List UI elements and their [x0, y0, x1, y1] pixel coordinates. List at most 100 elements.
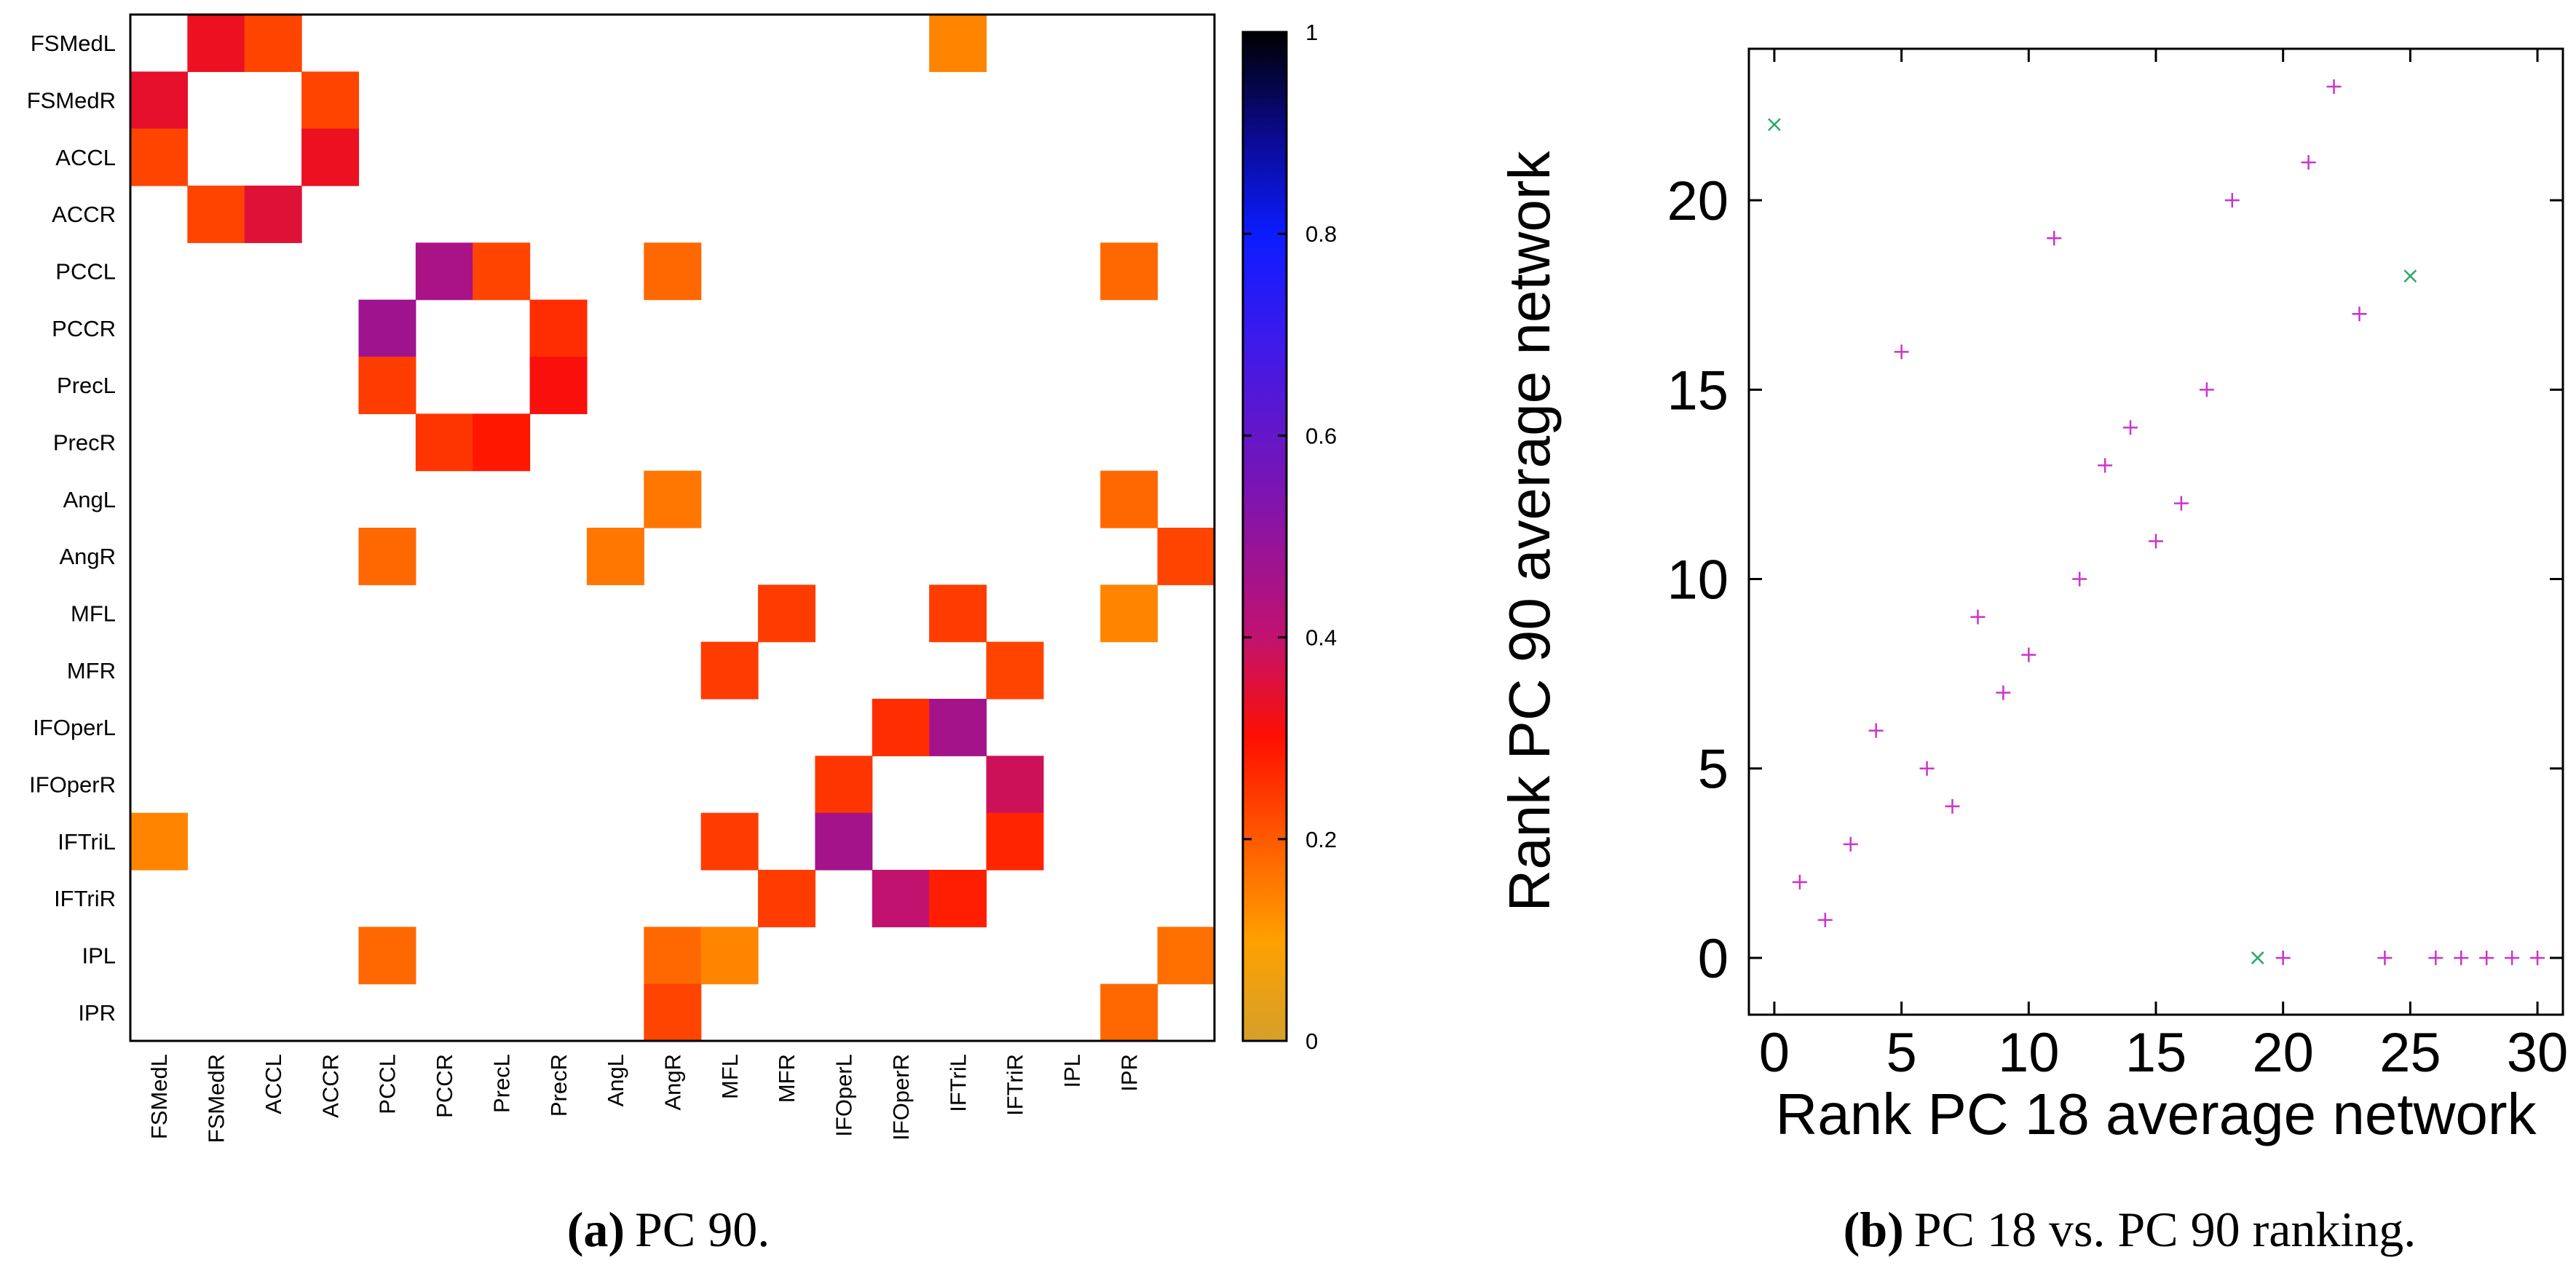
heatmap-column-label: IPL: [1059, 1054, 1085, 1088]
colorbar-tick-label: 0.6: [1305, 423, 1337, 448]
scatter-point-cross: [2403, 269, 2417, 283]
scatter-point-plus: [1919, 761, 1935, 776]
heatmap-cell: [1157, 927, 1215, 985]
heatmap-row-label: MFR: [67, 658, 116, 683]
heatmap-row-label: PrecR: [53, 430, 116, 456]
heatmap-cell: [986, 812, 1044, 871]
heatmap-row-labels: FSMedL FSMedR ACCL ACCR PCCL PCCR PrecL PrecR An…: [27, 31, 116, 1026]
colorbar-tick-label: 0: [1305, 1029, 1318, 1054]
scatter-panel: 0 5 10 15 20 25 30 0 5 10 15 20 Rank PC 18 average …: [1497, 47, 2568, 1146]
scatter-point-plus: [2021, 647, 2036, 662]
heatmap-cell: [986, 641, 1044, 700]
scatter-y-axis-label: Rank PC 90 average network: [1497, 151, 1562, 912]
heatmap-cell: [358, 927, 416, 985]
scatter-x-tick-label: 15: [2125, 1022, 2187, 1084]
heatmap-panel: FSMedL FSMedR ACCL ACCR PCCL PCCR PrecL PrecR An…: [27, 13, 1216, 1143]
heatmap-row-label: AngL: [63, 487, 116, 512]
heatmap-cell: [1157, 528, 1215, 585]
heatmap-row-label: FSMedR: [27, 88, 116, 114]
heatmap-cell: [529, 299, 588, 357]
scatter-point-cross: [2251, 951, 2264, 964]
scatter-point-plus: [2479, 950, 2494, 965]
heatmap-cell: [986, 756, 1044, 814]
heatmap-row-label: IPR: [78, 1000, 116, 1026]
heatmap-cell: [929, 699, 987, 756]
heatmap-cell: [130, 812, 188, 871]
scatter-ticks: 0 5 10 15 20 25 30 0 5 10 15 20: [1667, 49, 2568, 1084]
heatmap-row-label: IFOperL: [33, 715, 116, 740]
scatter-point-plus: [1996, 685, 2011, 700]
heatmap-row-label: IFOperR: [29, 772, 116, 798]
heatmap-column-label: IFOperR: [888, 1054, 914, 1141]
caption-b: (b) PC 18 vs. PC 90 ranking.: [1844, 1202, 2417, 1257]
caption-a-text: PC 90.: [635, 1202, 770, 1257]
scatter-point-plus: [2275, 950, 2291, 965]
heatmap-row-label: FSMedL: [31, 31, 116, 56]
heatmap-cell: [358, 528, 416, 585]
colorbar: 0 0.2 0.4 0.6 0.8 1: [1241, 20, 1337, 1054]
heatmap-cell: [187, 15, 245, 72]
heatmap-cells: [130, 15, 1215, 1042]
heatmap-column-label: PCCL: [375, 1054, 400, 1114]
heatmap-cell: [586, 528, 644, 585]
heatmap-cell: [130, 71, 188, 130]
scatter-x-tick-label: 5: [1886, 1022, 1916, 1084]
scatter-point-plus: [1868, 723, 1884, 738]
scatter-point-plus: [1817, 912, 1833, 927]
heatmap-row-label: ACCL: [55, 145, 116, 170]
scatter-point-plus: [1945, 799, 1960, 814]
heatmap-cell: [358, 299, 416, 357]
heatmap-column-label: IPR: [1116, 1054, 1142, 1092]
colorbar-tick-label: 0.2: [1305, 827, 1337, 852]
scatter-x-tick-label: 0: [1759, 1022, 1790, 1084]
caption-b-letter: (b): [1844, 1202, 1904, 1257]
scatter-point-plus: [2301, 155, 2316, 170]
heatmap-cell: [529, 357, 588, 414]
heatmap-cell: [644, 242, 702, 301]
heatmap-cell: [1100, 983, 1158, 1042]
colorbar-tick-label: 0.8: [1305, 221, 1337, 247]
caption-a-letter: (a): [567, 1202, 625, 1257]
heatmap-cell: [358, 357, 416, 414]
colorbar-frame: [1241, 31, 1288, 1042]
scatter-point-plus: [2072, 571, 2087, 587]
heatmap-row-label: IPL: [82, 943, 116, 969]
heatmap-row-label: PCCL: [55, 259, 116, 285]
scatter-x-tick-label: 25: [2379, 1022, 2441, 1084]
heatmap-row-label: IFTriR: [54, 886, 116, 911]
colorbar-tick-label: 1: [1305, 20, 1318, 45]
colorbar-ticks: 0 0.2 0.4 0.6 0.8 1: [1243, 20, 1337, 1054]
scatter-point-plus: [2428, 950, 2443, 965]
scatter-point-plus: [2352, 306, 2367, 322]
heatmap-cell: [1100, 242, 1158, 301]
heatmap-column-label: AngR: [660, 1054, 686, 1111]
heatmap-cell: [301, 71, 360, 130]
heatmap-cell: [644, 470, 702, 528]
heatmap-cell: [929, 15, 987, 72]
scatter-point-plus: [2326, 79, 2342, 95]
heatmap-cell: [1100, 470, 1158, 528]
heatmap-column-label: PrecR: [546, 1054, 572, 1117]
scatter-point-plus: [2505, 950, 2520, 965]
heatmap-row-label: MFL: [71, 601, 116, 627]
heatmap-cell: [130, 128, 188, 186]
heatmap-cell: [758, 584, 816, 643]
scatter-y-tick-label: 10: [1667, 550, 1728, 611]
heatmap-column-label: PCCR: [432, 1054, 457, 1118]
heatmap-column-label: AngL: [603, 1054, 628, 1106]
scatter-point-plus: [2199, 382, 2214, 397]
scatter-point-plus: [2454, 950, 2469, 965]
heatmap-cell: [244, 15, 302, 72]
scatter-x-tick-label: 10: [1998, 1022, 2060, 1084]
heatmap-cell: [929, 584, 987, 643]
colorbar-gradient: [1243, 32, 1287, 1041]
heatmap-cell: [872, 870, 930, 927]
heatmap-column-label: FSMedR: [204, 1054, 229, 1143]
scatter-point-plus: [2530, 950, 2545, 965]
heatmap-cell: [929, 870, 987, 927]
scatter-y-tick-label: 5: [1698, 739, 1728, 801]
scatter-point-plus: [2377, 950, 2393, 965]
heatmap-column-label: IFTriR: [1003, 1054, 1028, 1116]
scatter-point-plus: [2047, 231, 2062, 246]
